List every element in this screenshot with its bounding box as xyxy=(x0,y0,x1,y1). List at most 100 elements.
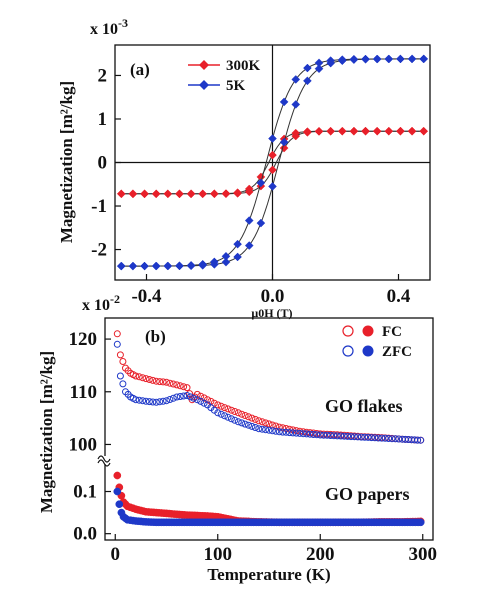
point-go-flakes-zfc xyxy=(116,372,124,380)
point-go-flakes-fc xyxy=(231,408,239,415)
point-go-flakes-zfc xyxy=(245,421,252,429)
point-go-flakes-zfc xyxy=(163,397,170,405)
point-5K xyxy=(256,218,266,228)
panel-a-ticks: -0.4 0.0 0.4 -2 -1 0 1 2 xyxy=(91,65,411,307)
point-300K xyxy=(396,126,405,136)
point-go-flakes-fc xyxy=(245,413,252,421)
point-5K xyxy=(198,261,208,270)
point-300K xyxy=(116,189,126,199)
point-5K xyxy=(140,261,149,271)
point-go-flakes-zfc xyxy=(286,429,293,437)
point-300K xyxy=(419,126,429,136)
point-go-flakes-fc xyxy=(217,402,225,410)
point-5K xyxy=(326,58,336,68)
point-go-flakes-zfc xyxy=(145,398,153,406)
point-5K xyxy=(244,241,254,250)
panel-b-frame xyxy=(104,317,434,541)
point-go-flakes-fc xyxy=(248,414,256,422)
point-go-flakes-zfc xyxy=(354,433,362,441)
point-go-flakes-zfc xyxy=(275,428,283,436)
point-go-flakes-zfc xyxy=(361,433,369,441)
point-go-flakes-fc xyxy=(262,419,270,427)
point-go-flakes-zfc xyxy=(395,435,403,443)
point-go-flakes-zfc xyxy=(234,418,242,426)
legend-label-ZFC: ZFC xyxy=(382,344,412,360)
point-go-flakes-fc xyxy=(149,376,157,384)
annotation-go-papers: GO papers xyxy=(325,484,410,504)
annotation-go-flakes: GO flakes xyxy=(325,396,403,416)
panel-b-ytick-label: 0.1 xyxy=(73,482,97,503)
point-go-flakes-zfc xyxy=(268,427,276,435)
point-5K xyxy=(128,261,138,271)
point-300K xyxy=(303,127,312,137)
legend-open-marker-ZFC xyxy=(342,345,354,357)
point-300K xyxy=(140,189,149,199)
point-300K xyxy=(186,189,196,199)
point-5K xyxy=(361,54,370,64)
point-go-flakes-fc xyxy=(275,423,283,431)
point-go-flakes-fc xyxy=(152,377,160,385)
panel-a-xtick-label: 0.4 xyxy=(387,286,411,307)
point-go-flakes-zfc xyxy=(327,432,334,439)
point-go-flakes-zfc xyxy=(186,393,194,401)
point-go-flakes-fc xyxy=(135,373,143,381)
point-300K xyxy=(384,126,394,136)
point-5K xyxy=(384,54,394,64)
legend-label-5K: 5K xyxy=(226,78,246,94)
point-go-flakes-zfc xyxy=(166,396,174,403)
point-5K xyxy=(244,216,254,225)
panel-a-ytick-label: -1 xyxy=(91,196,107,217)
point-5K xyxy=(279,97,289,107)
point-300K xyxy=(326,126,336,136)
point-go-flakes-zfc xyxy=(183,392,191,399)
point-5K xyxy=(268,182,277,191)
point-go-flakes-zfc xyxy=(159,397,167,405)
point-300K xyxy=(314,127,324,136)
point-go-flakes-fc xyxy=(238,410,246,418)
panel-a-label: (a) xyxy=(130,60,150,79)
point-300K xyxy=(233,189,242,198)
point-5K xyxy=(186,261,196,271)
panel-a-legend: 300K 5K xyxy=(188,58,261,94)
point-go-flakes-zfc xyxy=(378,434,386,442)
point-go-flakes-zfc xyxy=(265,426,273,434)
point-300K xyxy=(268,150,277,160)
point-go-flakes-fc xyxy=(132,372,140,380)
point-300K xyxy=(407,126,417,136)
point-go-flakes-fc xyxy=(251,415,259,423)
point-go-flakes-zfc xyxy=(180,392,188,400)
point-go-flakes-fc xyxy=(234,409,242,417)
point-300K xyxy=(349,126,359,136)
point-go-flakes-zfc xyxy=(241,420,249,428)
point-go-flakes-zfc xyxy=(119,380,127,388)
point-go-flakes-zfc xyxy=(197,397,205,405)
point-go-flakes-zfc xyxy=(190,394,198,402)
point-300K xyxy=(361,126,370,136)
point-300K xyxy=(151,189,161,199)
point-5K xyxy=(419,54,429,64)
point-go-flakes-fc xyxy=(113,330,121,338)
point-go-flakes-zfc xyxy=(279,428,287,436)
point-5K xyxy=(349,55,359,65)
point-go-flakes-fc xyxy=(180,383,188,391)
point-go-flakes-zfc xyxy=(309,431,317,438)
point-go-flakes-fc xyxy=(142,375,150,383)
point-5K xyxy=(291,100,301,109)
point-300K xyxy=(175,189,184,199)
point-go-flakes-fc xyxy=(169,380,177,388)
point-go-papers-zfc xyxy=(113,487,122,496)
point-300K xyxy=(268,165,277,175)
panel-b-ylabel: Magnetization [m²/kg] xyxy=(37,351,56,513)
point-go-flakes-fc xyxy=(272,422,280,430)
legend-filled-marker-FC xyxy=(362,325,374,337)
point-go-flakes-fc xyxy=(166,379,174,387)
panel-b-ytick-label: 110 xyxy=(70,382,97,403)
point-go-flakes-zfc xyxy=(149,398,157,406)
panel-b-ytick-label: 100 xyxy=(69,434,98,455)
point-go-flakes-fc xyxy=(241,412,249,419)
point-go-flakes-zfc xyxy=(368,434,375,442)
point-go-flakes-zfc xyxy=(214,409,222,417)
point-go-flakes-zfc xyxy=(200,399,208,407)
point-go-flakes-fc xyxy=(224,405,232,413)
point-go-flakes-zfc xyxy=(299,430,307,438)
